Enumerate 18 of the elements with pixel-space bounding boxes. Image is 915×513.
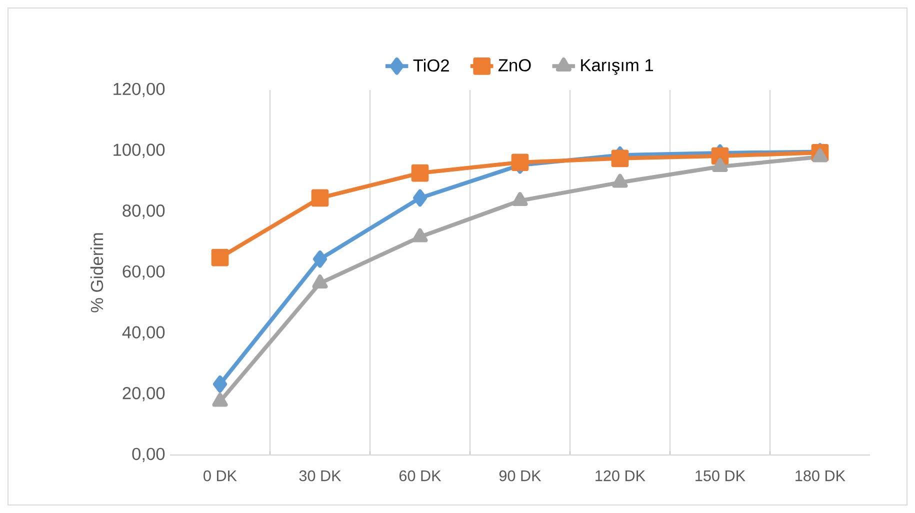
y-tick-label: 20,00	[122, 386, 165, 402]
legend-label: Karışım 1	[581, 59, 654, 75]
y-tick-label: 100,00	[114, 144, 165, 158]
legend-label: TiO2	[413, 58, 449, 72]
x-tick-label: 90 DK	[499, 470, 542, 482]
y-tick-label: 120,00	[114, 82, 165, 98]
x-tick-label: 180 DK	[796, 470, 846, 482]
x-tick-label: 120 DK	[596, 470, 646, 482]
y-axis-title: % Giderim	[90, 233, 104, 312]
x-tick-label: 30 DK	[299, 470, 342, 482]
y-tick-label: 40,00	[122, 326, 165, 340]
x-tick-label: 0 DK	[204, 470, 237, 482]
legend-label: ZnO	[498, 59, 531, 72]
x-tick-label: 60 DK	[399, 470, 442, 482]
y-tick-label: 60,00	[122, 265, 165, 280]
y-tick-label: 80,00	[122, 204, 165, 219]
y-tick-label: 0,00	[132, 448, 165, 462]
x-tick-label: 150 DK	[696, 470, 746, 482]
